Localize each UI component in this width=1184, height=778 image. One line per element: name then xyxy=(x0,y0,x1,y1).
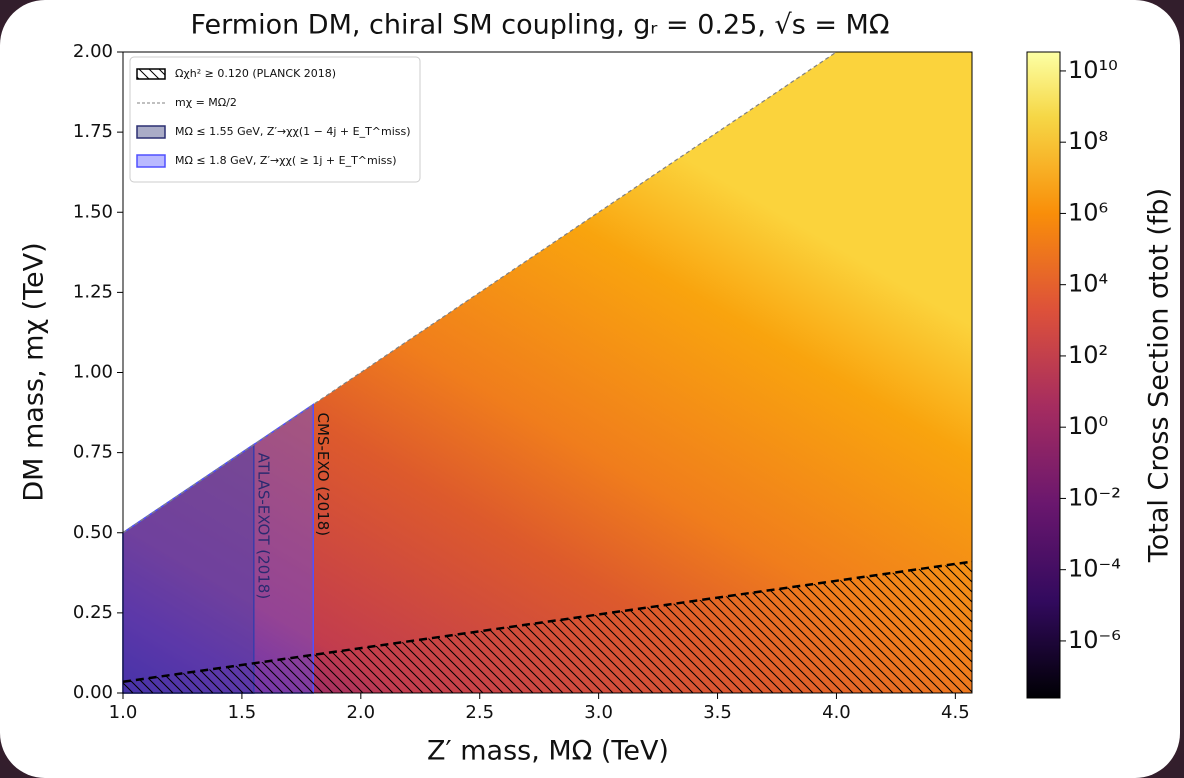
y-tick-label: 2.00 xyxy=(73,41,113,62)
x-axis-label: Z′ mass, MΩ (TeV) xyxy=(427,736,669,767)
x-tick-label: 1.0 xyxy=(109,702,138,723)
colorbar-tick-label: 10⁶ xyxy=(1068,198,1108,226)
x-tick-label: 3.0 xyxy=(584,702,613,723)
colorbar-tick-label: 10⁸ xyxy=(1068,127,1108,155)
chart-title: Fermion DM, chiral SM coupling, gᵣ = 0.2… xyxy=(191,10,890,41)
legend-label: MΩ ≤ 1.55 GeV, Z′→χχ(1 − 4j + E_T^miss) xyxy=(175,125,411,138)
legend-label: mχ = MΩ/2 xyxy=(175,96,237,109)
cross-section-field xyxy=(123,52,972,693)
y-tick-label: 1.75 xyxy=(73,121,113,142)
legend-swatch xyxy=(136,68,166,80)
colorbar-tick-label: 10⁻⁴ xyxy=(1068,555,1121,583)
colorbar-tick-label: 10⁻⁶ xyxy=(1068,626,1121,654)
y-tick-label: 1.00 xyxy=(73,362,113,383)
threshold-line xyxy=(122,51,837,534)
legend-swatch xyxy=(136,154,166,168)
y-tick-label: 0.50 xyxy=(73,522,113,543)
y-tick-label: 1.25 xyxy=(73,281,113,302)
x-tick-label: 2.0 xyxy=(346,702,375,723)
y-tick-label: 0.25 xyxy=(73,602,113,623)
legend-swatch xyxy=(136,125,166,139)
y-tick-label: 1.50 xyxy=(73,201,113,222)
plot: ATLAS-EXOT (2018) CMS-EXO (2018) 1.0 1.5 2.0… xyxy=(73,41,1121,723)
y-axis-label: DM mass, mχ (TeV) xyxy=(19,242,50,501)
x-tick-label: 2.5 xyxy=(465,702,494,723)
x-tick-label: 3.5 xyxy=(703,702,732,723)
colorbar xyxy=(1026,51,1061,699)
annotation: CMS-EXO (2018) xyxy=(314,413,332,537)
colorbar-tick-label: 10² xyxy=(1068,341,1108,369)
colorbar-tick-label: 10⁰ xyxy=(1068,412,1108,440)
x-tick-label: 4.0 xyxy=(822,702,851,723)
y-tick-label: 0.00 xyxy=(73,682,113,703)
colorbar-tick-label: 10⁴ xyxy=(1068,270,1108,298)
legend-label: MΩ ≤ 1.8 GeV, Z′→χχ( ≥ 1j + E_T^miss) xyxy=(175,154,397,167)
annotation: ATLAS-EXOT (2018) xyxy=(254,453,272,600)
colorbar-tick-label: 10¹⁰ xyxy=(1068,56,1118,84)
colorbar-tick-label: 10⁻² xyxy=(1068,483,1121,511)
x-tick-label: 4.5 xyxy=(941,702,970,723)
x-tick-label: 1.5 xyxy=(228,702,257,723)
legend-box xyxy=(129,56,421,183)
colorbar-label: Total Cross Section σtot (fb) xyxy=(1144,188,1175,563)
legend-label: Ωχh² ≥ 0.120 (PLANCK 2018) xyxy=(175,67,336,80)
y-tick-label: 0.75 xyxy=(73,442,113,463)
relic-hatch xyxy=(123,561,972,693)
